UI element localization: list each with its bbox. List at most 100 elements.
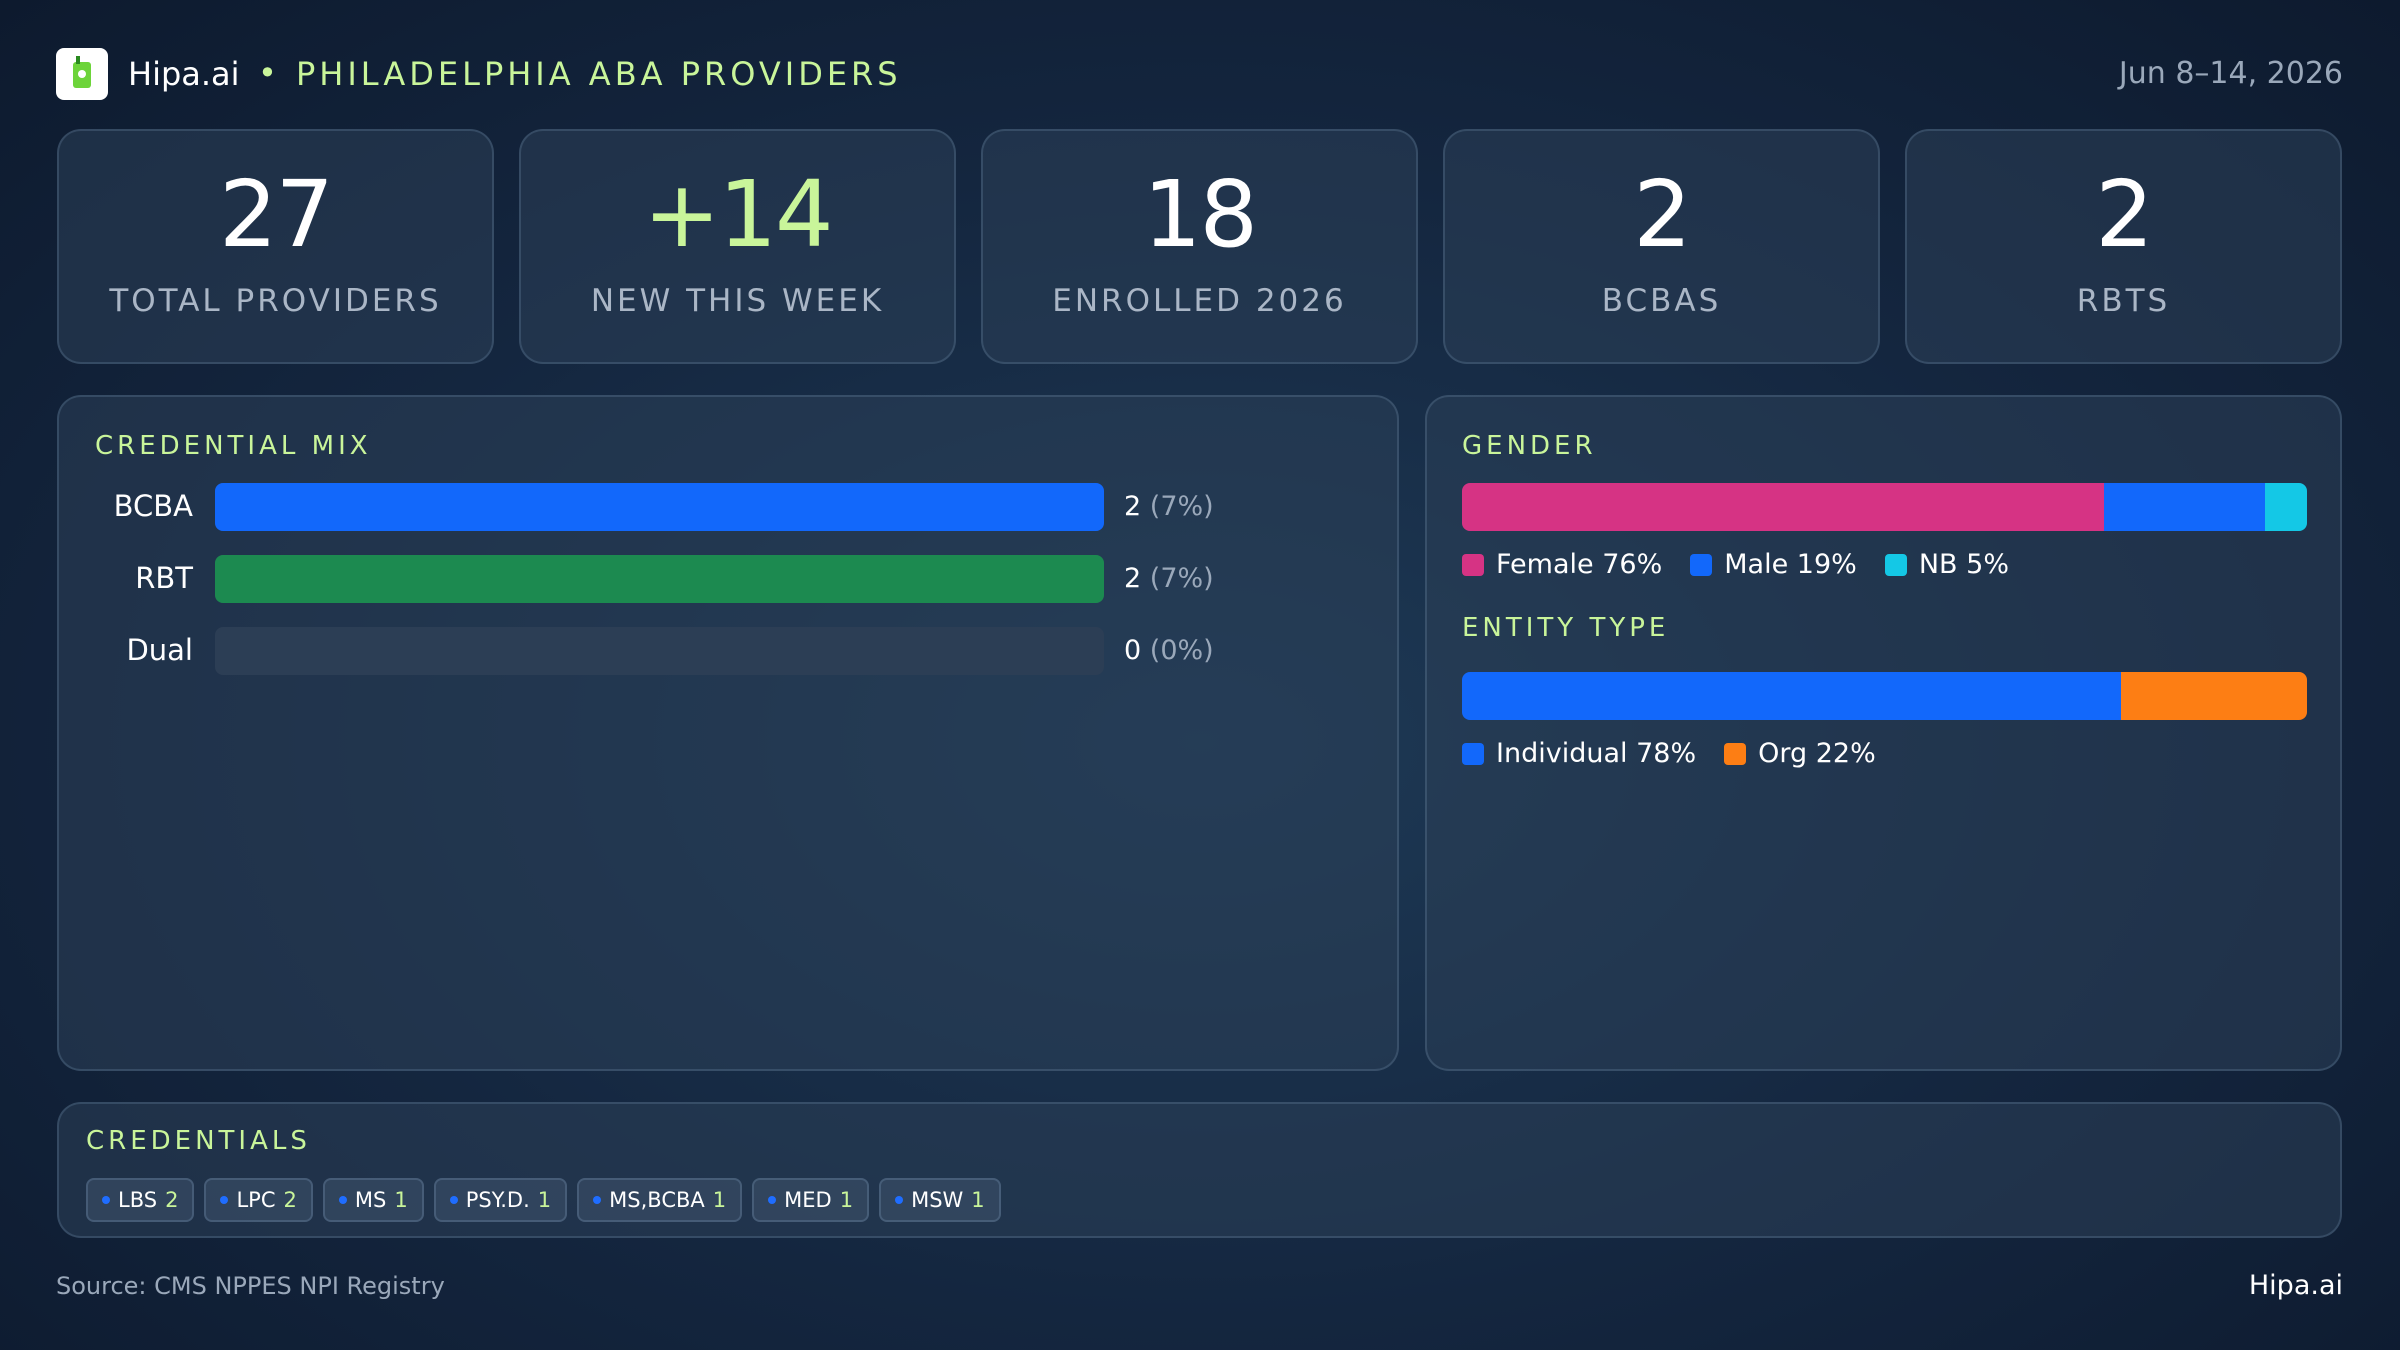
legend-item: Individual 78%	[1462, 738, 1696, 769]
page-title: PHILADELPHIA ABA PROVIDERS	[296, 55, 902, 93]
legend-value: 5%	[1966, 549, 2009, 580]
legend-name: Org	[1758, 738, 1808, 769]
kpi-label: BCBAS	[1601, 283, 1722, 319]
row-label: BCBA	[113, 489, 193, 523]
chip-name: MS,BCBA	[609, 1188, 705, 1212]
chip-count: 1	[537, 1188, 552, 1212]
chip-dot	[768, 1196, 777, 1204]
kpi-label: ENROLLED 2026	[1052, 283, 1347, 319]
kpi-card: 2 BCBAS	[1443, 129, 1880, 364]
bar-track	[215, 555, 1104, 603]
chip-count: 2	[165, 1188, 179, 1212]
chip-count: 2	[283, 1188, 297, 1212]
logo	[56, 48, 108, 100]
value-label: 0 (0%)	[1124, 635, 1214, 666]
legend-item: Male 19%	[1690, 549, 1857, 580]
credential-chip: MSW 1	[879, 1178, 1001, 1222]
value: 2	[1124, 563, 1142, 594]
kpi-value: 18	[1142, 161, 1258, 268]
percent-label: (7%)	[1149, 563, 1214, 594]
value: 2	[1124, 491, 1142, 522]
credential-mix-panel: CREDENTIAL MIX BCBA 2 (7%) RBT 2 (7%) Dual 0 (…	[57, 395, 1399, 1071]
value-label: 2 (7%)	[1124, 563, 1214, 594]
legend-swatch	[1724, 743, 1747, 765]
footer-brand: Hipa.ai	[2248, 1270, 2343, 1301]
logo-icon	[73, 56, 91, 88]
legend-value: 76%	[1602, 549, 1663, 580]
legend-swatch	[1462, 743, 1484, 765]
chip-name: PSY.D.	[465, 1188, 530, 1212]
credential-chip: MED 1	[752, 1178, 870, 1222]
source: Source: CMS NPPES NPI Registry	[56, 1272, 445, 1300]
kpi-value: +14	[643, 161, 833, 268]
date-range: Jun 8–14, 2026	[2118, 56, 2343, 91]
legend-name: Individual	[1496, 738, 1628, 769]
panel-title: CREDENTIALS	[86, 1126, 311, 1156]
kpi-value: 27	[218, 161, 334, 268]
percent-label: (7%)	[1149, 491, 1214, 522]
credential-chip: PSY.D. 1	[433, 1178, 568, 1222]
chip-name: LBS	[118, 1188, 158, 1212]
legend-value: 19%	[1796, 549, 1857, 580]
credential-chip: MS 1	[322, 1178, 424, 1222]
stacked-bar	[1462, 672, 2307, 720]
row-label: Dual	[126, 633, 193, 667]
chip-count: 1	[394, 1188, 408, 1212]
stacked-bar	[1462, 483, 2307, 531]
chip-dot	[449, 1196, 458, 1204]
bar-segment	[2104, 483, 2265, 531]
chip-count: 1	[971, 1188, 985, 1212]
chip-name: MED	[784, 1188, 832, 1212]
credential-chip: MS,BCBA 1	[577, 1178, 743, 1222]
legend-item: Org 22%	[1724, 738, 1876, 769]
bar-segment	[1462, 483, 2105, 531]
kpi-value: 2	[1633, 161, 1692, 268]
kpi-value: 2	[2095, 161, 2154, 268]
kpi-card: 18 ENROLLED 2026	[981, 129, 1418, 364]
legend: Female 76% Male 19% NB 5%	[1462, 549, 2009, 580]
bar	[215, 483, 1104, 531]
percent-label: (0%)	[1149, 635, 1214, 666]
credentials-panel: CREDENTIALS LBS 2 LPC 2 MS 1 PSY.D. 1 MS,BCBA 1 ME…	[57, 1102, 2342, 1238]
bar-segment	[2264, 483, 2307, 531]
credential-chip: LPC 2	[204, 1178, 313, 1222]
bar	[215, 555, 1104, 603]
kpi-card: +14 NEW THIS WEEK	[519, 129, 956, 364]
legend-swatch	[1462, 554, 1484, 576]
legend-item: Female 76%	[1462, 549, 1662, 580]
panel-title: ENTITY TYPE	[1462, 613, 1670, 643]
demographics-panel: GENDER ENTITY TYPE Female 76% Male 19% NB 5…	[1425, 395, 2342, 1071]
legend-name: Male	[1724, 549, 1789, 580]
legend: Individual 78% Org 22%	[1462, 738, 1876, 769]
row-label: RBT	[135, 561, 193, 595]
chip-name: MSW	[911, 1188, 964, 1212]
panel-title: GENDER	[1462, 431, 1597, 461]
kpi-label: RBTS	[2076, 283, 2171, 319]
kpi-card: 27 TOTAL PROVIDERS	[57, 129, 494, 364]
panel-title: CREDENTIAL MIX	[95, 431, 372, 461]
bar-track	[215, 483, 1104, 531]
legend-swatch	[1884, 554, 1907, 576]
value-label: 2 (7%)	[1124, 491, 1214, 522]
legend-name: NB	[1918, 549, 1958, 580]
kpi-card: 2 RBTS	[1905, 129, 2342, 364]
bar-segment	[1462, 672, 2122, 720]
chip-dot	[220, 1196, 229, 1204]
chip-name: MS	[354, 1188, 387, 1212]
separator: •	[258, 54, 277, 92]
chip-list: LBS 2 LPC 2 MS 1 PSY.D. 1 MS,BCBA 1 MED 1 MSW 1	[86, 1178, 1001, 1222]
legend-name: Female	[1496, 549, 1594, 580]
brand: Hipa.ai	[128, 55, 240, 93]
bar-segment	[2121, 672, 2307, 720]
kpi-label: NEW THIS WEEK	[590, 283, 885, 319]
value: 0	[1124, 635, 1142, 666]
legend-swatch	[1690, 554, 1713, 576]
chip-dot	[895, 1196, 904, 1204]
legend-value: 78%	[1636, 738, 1697, 769]
chip-name: LPC	[236, 1188, 276, 1212]
credential-chip: LBS 2	[86, 1178, 195, 1222]
chip-dot	[102, 1196, 110, 1204]
kpi-label: TOTAL PROVIDERS	[109, 283, 442, 319]
chip-count: 1	[712, 1188, 727, 1212]
